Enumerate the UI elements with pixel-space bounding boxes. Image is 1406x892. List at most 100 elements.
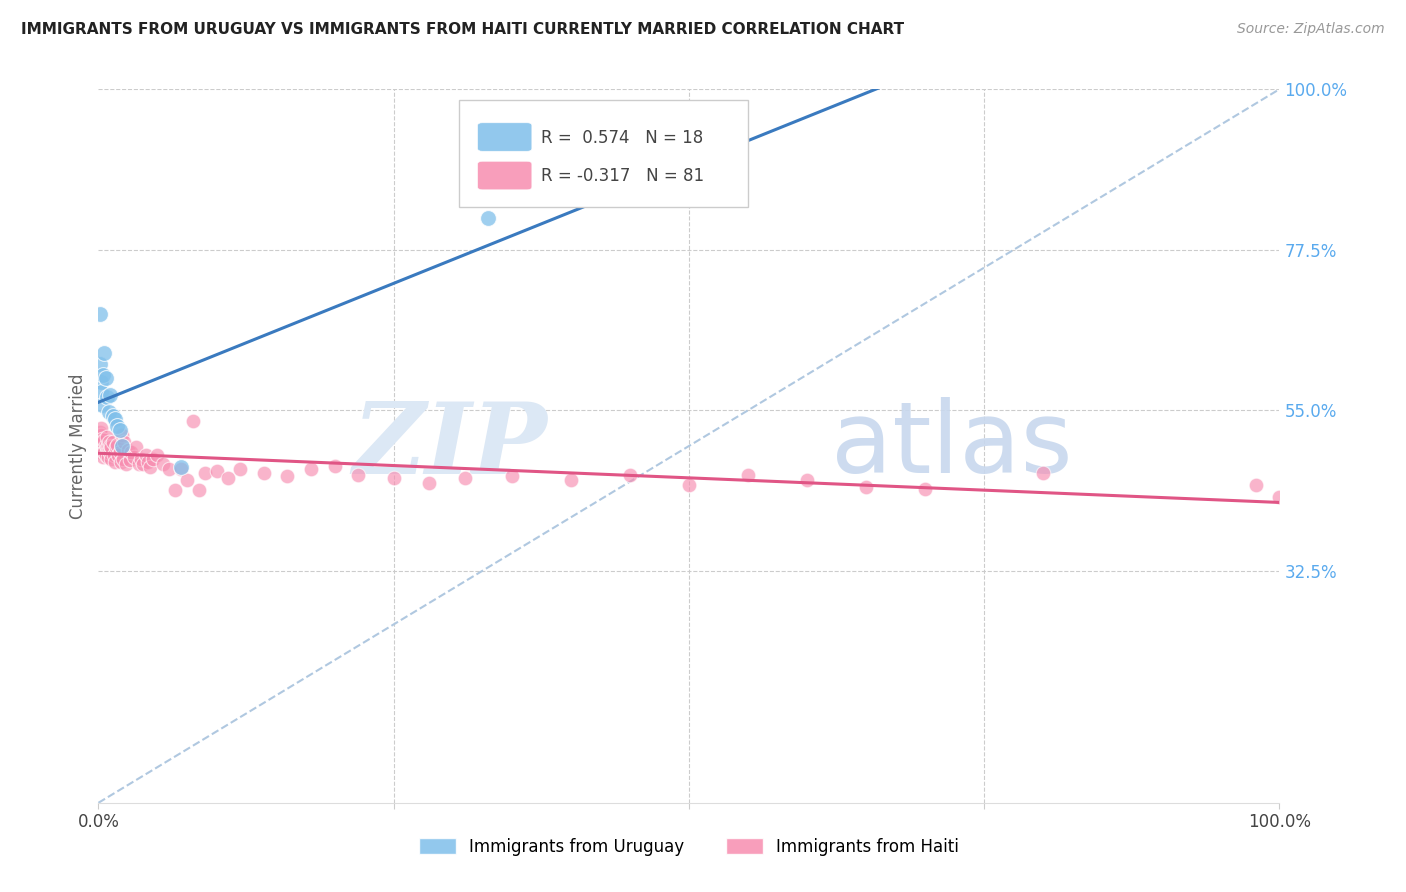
Text: R = -0.317   N = 81: R = -0.317 N = 81 [541,168,704,186]
Point [100,451,122,466]
Point [91,432,114,446]
Point [89,425,111,439]
Point [97,450,120,464]
Point [135,448,157,462]
Point [105,437,128,451]
Point [96,430,118,444]
Point [418,476,440,491]
Point [89,357,111,371]
Point [90,375,112,389]
Point [501,469,523,483]
Point [93,346,115,360]
Point [1268,491,1291,505]
Point [103,448,125,462]
Point [117,442,139,457]
Point [101,409,124,423]
Point [136,455,159,469]
Point [98,439,121,453]
Point [165,483,187,498]
Point [347,467,370,482]
Point [91,446,114,460]
Point [100,441,122,455]
Point [98,405,121,419]
Point [90,385,112,400]
Point [98,442,121,457]
Point [104,455,127,469]
Point [105,441,128,455]
Point [94,371,117,385]
Point [89,435,111,450]
Text: atlas: atlas [831,398,1073,494]
Point [114,457,136,471]
Point [120,453,142,467]
Point [187,483,209,498]
Point [91,398,114,412]
Point [737,467,759,482]
Point [181,414,204,428]
Point [855,480,877,494]
Point [110,455,132,469]
Point [176,473,198,487]
Point [91,441,114,455]
Point [96,391,118,405]
Point [97,439,120,453]
Point [112,451,135,466]
Point [90,442,112,457]
Point [91,368,114,382]
Point [98,387,121,401]
Text: ZIP: ZIP [353,398,547,494]
Point [101,435,124,450]
Point [253,466,276,480]
Point [453,471,475,485]
Point [194,466,217,480]
Point [91,450,114,464]
Point [112,435,135,450]
Legend: Immigrants from Uruguay, Immigrants from Haiti: Immigrants from Uruguay, Immigrants from… [412,831,966,863]
Point [107,448,129,462]
Text: R =  0.574   N = 18: R = 0.574 N = 18 [541,128,703,146]
FancyBboxPatch shape [458,100,748,207]
Point [104,412,127,426]
Point [1244,478,1267,492]
Point [98,446,121,460]
Point [170,462,193,476]
Point [93,444,115,458]
Point [157,462,180,476]
Point [152,457,174,471]
Point [108,423,131,437]
Text: IMMIGRANTS FROM URUGUAY VS IMMIGRANTS FROM HAITI CURRENTLY MARRIED CORRELATION C: IMMIGRANTS FROM URUGUAY VS IMMIGRANTS FR… [21,22,904,37]
Point [94,437,117,451]
Point [90,437,112,451]
Point [477,211,499,225]
Y-axis label: Currently Married: Currently Married [69,373,87,519]
Point [382,471,405,485]
Point [111,439,134,453]
Point [796,473,818,487]
Point [121,444,143,458]
Point [323,458,346,473]
Point [276,469,298,483]
Point [91,435,114,450]
Point [619,467,641,482]
Point [129,451,152,466]
Point [89,430,111,444]
Point [111,428,134,442]
Point [125,441,148,455]
Point [105,419,128,434]
Point [560,473,582,487]
Point [96,441,118,455]
Point [139,460,162,475]
Point [89,307,111,321]
Point [146,448,169,462]
Point [93,434,115,448]
Point [1032,466,1054,480]
Point [142,451,165,466]
FancyBboxPatch shape [478,161,531,190]
Point [229,462,252,476]
Point [678,478,700,492]
Point [128,457,150,471]
Point [98,435,121,450]
FancyBboxPatch shape [478,123,531,152]
Point [217,471,239,485]
Point [914,482,936,496]
